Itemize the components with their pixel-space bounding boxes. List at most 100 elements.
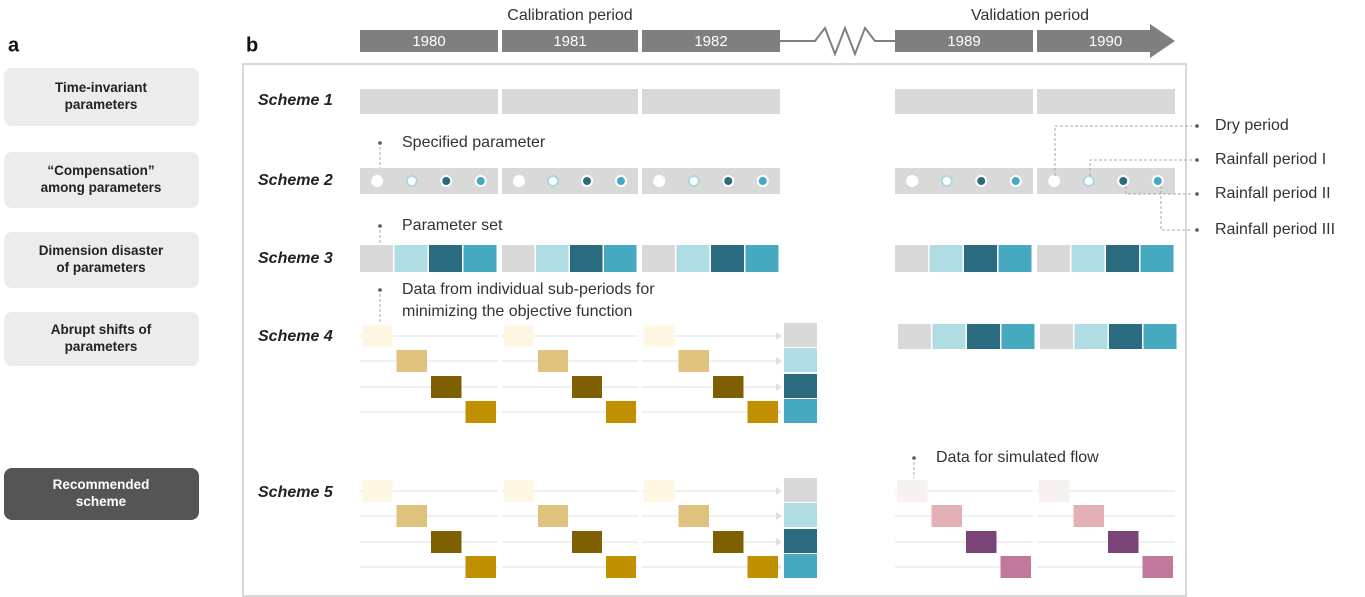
parameter-block <box>676 245 710 272</box>
year-label: 1982 <box>694 33 727 50</box>
parameter-dot <box>756 175 769 187</box>
data-block <box>1039 480 1070 502</box>
problem-box <box>4 468 199 520</box>
parameter-block <box>784 554 817 578</box>
row-arrow <box>776 383 782 391</box>
parameter-dot <box>440 175 453 187</box>
legend-leader <box>1125 186 1192 195</box>
row-arrow <box>776 538 782 546</box>
parameter-dot <box>1117 175 1130 187</box>
parameter-block <box>1140 245 1174 272</box>
problem-box <box>4 312 199 366</box>
legend-leader <box>1089 159 1192 176</box>
annotation: Data for simulated flow <box>936 449 1099 466</box>
annotation: Specified parameter <box>402 134 546 151</box>
problem-text: Dimension disaster <box>39 243 164 258</box>
parameter-block <box>967 324 1000 349</box>
timeline-break <box>780 25 895 57</box>
parameter-dot <box>581 175 593 187</box>
data-block <box>396 505 427 527</box>
panel-label: a <box>8 34 20 56</box>
scheme1-bar <box>895 89 1033 114</box>
problem-text: of parameters <box>56 260 145 275</box>
problem-text: Abrupt shifts of <box>51 322 152 337</box>
parameter-block <box>1071 245 1105 272</box>
problem-text: Time-invariant <box>55 80 148 95</box>
parameter-dot <box>975 175 988 187</box>
data-block <box>465 556 496 578</box>
parameter-dot <box>405 175 418 187</box>
scheme1-bar <box>642 89 780 114</box>
scheme-label: Scheme 4 <box>258 328 333 345</box>
period-label: Validation period <box>971 7 1089 24</box>
data-block <box>465 401 496 423</box>
data-block <box>678 350 709 372</box>
year-label: 1989 <box>947 33 980 50</box>
data-block <box>747 556 778 578</box>
data-block <box>966 531 997 553</box>
data-block <box>1073 505 1104 527</box>
parameter-block <box>570 245 603 272</box>
panel-label: b <box>246 34 258 56</box>
parameter-block <box>784 478 817 502</box>
problem-text: “Compensation” <box>47 163 154 178</box>
parameter-dot <box>940 175 953 187</box>
parameter-block <box>360 245 393 272</box>
parameter-block <box>502 245 535 272</box>
year-bar <box>502 30 638 52</box>
parameter-dot <box>513 175 525 187</box>
year-bar <box>642 30 780 52</box>
legend-bullet <box>1195 192 1199 196</box>
parameter-dot <box>722 175 735 187</box>
data-block <box>713 376 744 398</box>
annotation: Parameter set <box>402 217 503 234</box>
data-block <box>897 480 928 502</box>
data-block <box>504 480 534 502</box>
row-arrow <box>776 487 782 495</box>
data-block <box>538 505 568 527</box>
legend-bullet <box>1195 158 1199 162</box>
data-block <box>362 480 393 502</box>
parameter-block <box>929 245 963 272</box>
problem-text: among parameters <box>41 180 162 195</box>
parameter-block <box>1037 245 1070 272</box>
data-block <box>362 325 393 347</box>
problem-text: scheme <box>76 494 127 509</box>
parameter-dot <box>371 175 384 187</box>
scheme-label: Scheme 1 <box>258 92 333 109</box>
scheme1-bar <box>502 89 638 114</box>
parameter-block <box>998 245 1032 272</box>
parameter-block <box>784 529 817 553</box>
annotation: minimizing the objective function <box>402 303 632 320</box>
data-block <box>931 505 962 527</box>
parameter-block <box>642 245 675 272</box>
data-block <box>713 531 744 553</box>
parameter-dot <box>653 175 666 187</box>
scheme-label: Scheme 5 <box>258 484 334 501</box>
data-block <box>431 531 462 553</box>
panel-frame <box>242 63 1187 597</box>
parameter-block <box>604 245 637 272</box>
parameter-block <box>1074 324 1108 349</box>
data-block <box>431 376 462 398</box>
data-block <box>504 325 534 347</box>
scheme-label: Scheme 2 <box>258 172 333 189</box>
data-block <box>606 401 636 423</box>
bullet <box>912 456 916 460</box>
legend-label: Dry period <box>1215 117 1289 134</box>
year-label: 1990 <box>1089 33 1122 50</box>
row-arrow <box>776 512 782 520</box>
year-bar <box>360 30 498 52</box>
parameter-dot <box>615 175 627 187</box>
parameter-block <box>1109 324 1142 349</box>
parameter-block <box>711 245 744 272</box>
legend-bullet <box>1195 124 1199 128</box>
problem-text: parameters <box>65 97 138 112</box>
year-bar <box>1037 30 1150 52</box>
parameter-block <box>964 245 997 272</box>
data-block <box>572 376 602 398</box>
bullet <box>378 141 382 145</box>
problem-box <box>4 152 199 208</box>
timeline-arrowhead <box>1150 24 1175 58</box>
